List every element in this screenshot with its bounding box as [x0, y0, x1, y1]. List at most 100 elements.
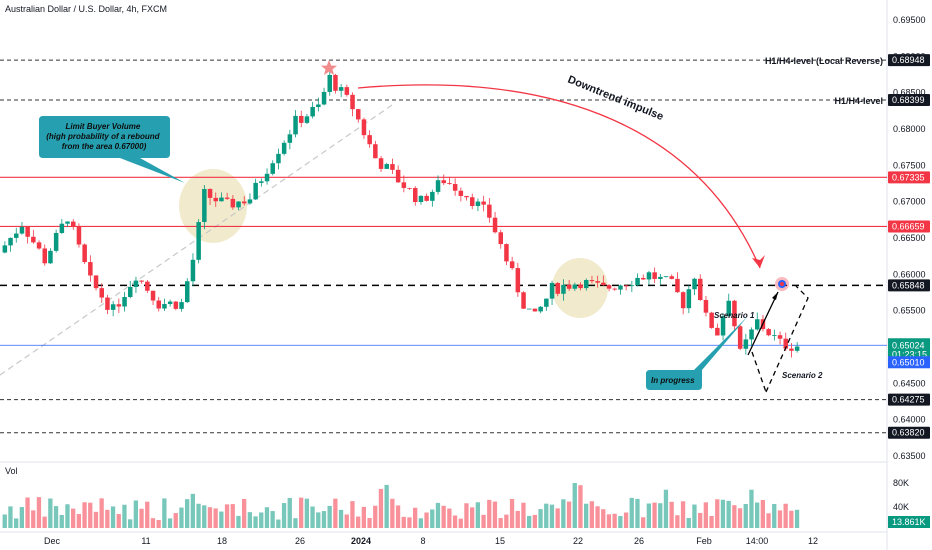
- price-tick-label: 0.64000: [893, 415, 926, 425]
- candle-body: [470, 197, 475, 207]
- volume-bar: [498, 518, 503, 528]
- volume-bar: [25, 497, 30, 528]
- volume-bar: [293, 518, 298, 528]
- candle-body: [367, 135, 372, 145]
- candle-body: [669, 276, 674, 279]
- candle-body: [635, 277, 640, 286]
- candle-body: [190, 259, 196, 282]
- candle-body: [333, 74, 338, 91]
- volume-bar: [361, 506, 366, 528]
- volume-bar: [418, 518, 423, 528]
- candle-body: [623, 285, 629, 287]
- time-tick-label: 26: [634, 536, 644, 546]
- candle-body: [25, 226, 30, 237]
- candle-body: [447, 183, 452, 185]
- level-price-tag: 0.64275: [892, 395, 925, 405]
- level-price-tag-bg: [888, 393, 930, 406]
- candle-body: [59, 223, 65, 233]
- volume-bar: [378, 488, 384, 528]
- candle-body: [287, 134, 293, 143]
- candle-body: [162, 304, 167, 309]
- candle-body: [145, 281, 150, 291]
- candle-body: [772, 335, 777, 336]
- candle-body: [264, 173, 270, 182]
- candle-body: [122, 297, 127, 307]
- candle-body: [629, 285, 635, 287]
- volume-bars: [2, 483, 800, 528]
- candle-body: [88, 262, 93, 276]
- candle-body: [606, 285, 612, 289]
- candle-body: [179, 302, 184, 309]
- volume-bar: [395, 505, 401, 528]
- candle-body: [709, 312, 714, 328]
- candle-body: [726, 300, 731, 317]
- candle-body: [299, 115, 304, 123]
- volume-bar: [71, 508, 76, 528]
- volume-bar: [150, 518, 156, 528]
- candle-body: [475, 201, 481, 207]
- candle-body: [310, 107, 315, 117]
- volume-bar: [669, 501, 674, 528]
- candle-body: [544, 298, 549, 307]
- candle-body: [783, 338, 788, 349]
- candle-body: [532, 308, 538, 312]
- volume-bar: [544, 503, 549, 528]
- volume-bar: [344, 514, 349, 528]
- arrow-head-icon: [752, 255, 765, 268]
- star-icon: [321, 60, 337, 75]
- level-price-tag: 0.63820: [892, 428, 925, 438]
- candle-body: [150, 290, 156, 301]
- candle-body: [304, 116, 310, 123]
- candle-body: [458, 190, 464, 196]
- volume-bar: [253, 516, 258, 528]
- volume-bar: [504, 514, 509, 528]
- candle-body: [680, 292, 686, 309]
- level-price-tag-bg: [888, 171, 930, 184]
- candle-body: [732, 300, 737, 327]
- volume-bar: [413, 507, 418, 528]
- volume-bar: [509, 498, 515, 528]
- scenario2-line: [765, 285, 809, 393]
- candle-body: [715, 327, 720, 336]
- candle-body: [589, 280, 595, 282]
- candle-body: [116, 304, 122, 307]
- time-tick-label: Dec: [44, 536, 61, 546]
- volume-bar: [356, 516, 361, 528]
- candle-body: [658, 276, 663, 279]
- volume-bar: [555, 508, 560, 528]
- volume-bar: [133, 500, 138, 528]
- volume-bar: [65, 504, 70, 528]
- volume-bar: [139, 508, 144, 528]
- time-tick-label: Feb: [696, 536, 712, 546]
- candle-body: [698, 278, 703, 301]
- volume-bar: [401, 516, 406, 528]
- volume-bar: [156, 520, 161, 528]
- volume-bar: [88, 502, 93, 528]
- volume-bar: [82, 502, 87, 528]
- candle-body: [578, 284, 583, 289]
- volume-bar: [515, 510, 520, 528]
- candle-body: [413, 188, 418, 203]
- volume-bar: [726, 500, 731, 528]
- candle-body: [270, 163, 275, 174]
- current-price-tag-bg: [888, 338, 930, 361]
- candle-body: [492, 217, 498, 233]
- volume-bar: [527, 515, 532, 528]
- volume-bar: [2, 514, 7, 528]
- time-tick-label: 12: [808, 536, 818, 546]
- volume-bar: [242, 498, 247, 528]
- candle-body: [224, 197, 230, 199]
- candle-body: [504, 244, 509, 262]
- volume-current-tag-bg: [888, 516, 930, 528]
- candle-body: [356, 109, 361, 120]
- price-axis[interactable]: 0.695000.690000.685000.680000.675000.670…: [893, 15, 926, 461]
- time-axis[interactable]: Dec 11 18 26 2024 8 15 22 26 Feb 14:00 12: [44, 536, 818, 546]
- volume-bar: [128, 519, 133, 528]
- candle-body: [441, 180, 446, 184]
- volume-bar: [766, 513, 771, 528]
- volume-bar: [606, 514, 612, 528]
- candle-body: [487, 204, 492, 218]
- volume-bar: [48, 498, 53, 528]
